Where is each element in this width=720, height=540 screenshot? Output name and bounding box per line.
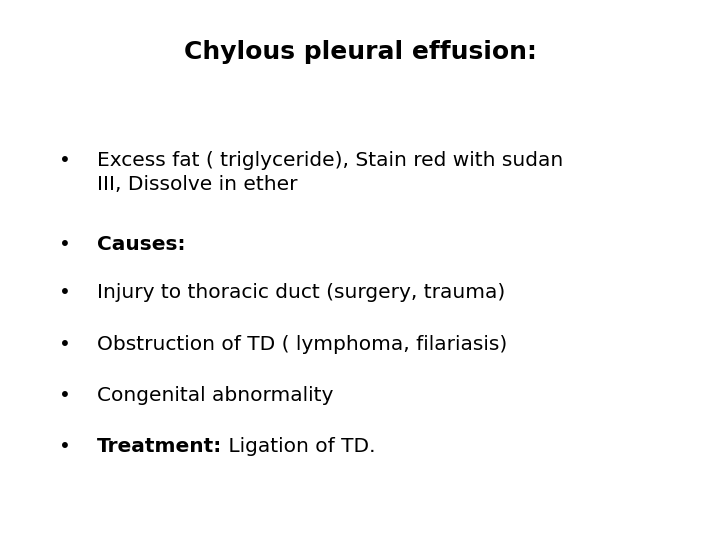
Text: Excess fat ( triglyceride), Stain red with sudan
III, Dissolve in ether: Excess fat ( triglyceride), Stain red wi… — [97, 151, 564, 194]
Text: •: • — [59, 335, 71, 354]
Text: •: • — [59, 386, 71, 405]
Text: •: • — [59, 235, 71, 254]
Text: Obstruction of TD ( lymphoma, filariasis): Obstruction of TD ( lymphoma, filariasis… — [97, 335, 508, 354]
Text: •: • — [59, 284, 71, 302]
Text: Causes:: Causes: — [97, 235, 186, 254]
Text: Injury to thoracic duct (surgery, trauma): Injury to thoracic duct (surgery, trauma… — [97, 284, 505, 302]
Text: Treatment:: Treatment: — [97, 437, 222, 456]
Text: Ligation of TD.: Ligation of TD. — [222, 437, 376, 456]
Text: Congenital abnormality: Congenital abnormality — [97, 386, 333, 405]
Text: •: • — [59, 151, 71, 170]
Text: Chylous pleural effusion:: Chylous pleural effusion: — [184, 40, 536, 64]
Text: •: • — [59, 437, 71, 456]
